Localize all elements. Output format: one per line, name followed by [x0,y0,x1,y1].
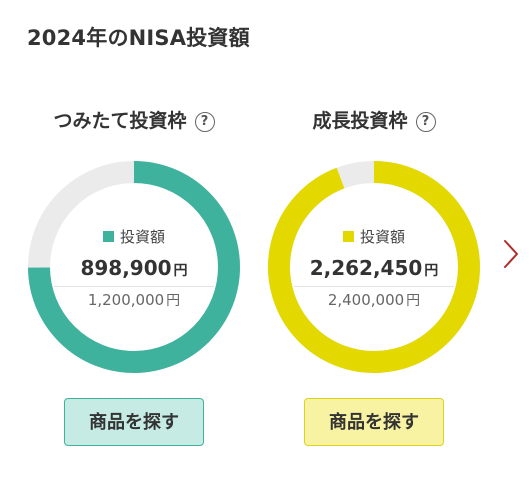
card-title: つみたて投資枠? [24,106,244,133]
legend-label: 投資額 [119,228,165,246]
legend-label: 投資額 [359,228,405,246]
donut-invested-arc [268,161,480,373]
limit-amount: 2,400,000 円 [264,290,484,310]
invested-amount-unit: 円 [173,263,188,279]
limit-amount-unit: 円 [406,293,421,309]
donut-center: 投資額 2,262,450 円 2,400,000 円 [264,157,484,377]
chevron-right-icon[interactable] [502,238,520,270]
legend-swatch [102,231,114,242]
limit-amount-value: 2,400,000 [327,291,405,309]
card-tsumitate: つみたて投資枠? 投資額 898,900 円 1,200,000 円 商品を探す [24,100,244,460]
legend-invested: 投資額 [264,226,484,247]
card-title-label: つみたて投資枠 [53,110,187,132]
donut-invested-arc [28,161,240,373]
search-products-button[interactable]: 商品を探す [64,398,204,446]
limit-amount-value: 1,200,000 [87,291,165,309]
help-icon[interactable]: ? [194,112,215,132]
card-title: 成長投資枠? [264,106,484,133]
invested-amount-value: 898,900 [80,256,172,280]
donut-chart [28,161,240,373]
search-products-button[interactable]: 商品を探す [304,398,444,446]
page-title: 2024年のNISA投資額 [27,26,250,50]
legend-swatch [342,231,354,242]
invested-amount-value: 2,262,450 [309,256,423,280]
invested-amount: 2,262,450 円 [294,256,454,287]
card-title-label: 成長投資枠 [312,110,408,132]
limit-amount-unit: 円 [166,293,181,309]
help-icon[interactable]: ? [415,112,436,132]
card-growth: 成長投資枠? 投資額 2,262,450 円 2,400,000 円 商品を探す [264,100,484,460]
donut-center: 投資額 898,900 円 1,200,000 円 [24,157,244,377]
invested-amount: 898,900 円 [54,256,214,287]
donut-chart [268,161,480,373]
invested-amount-unit: 円 [424,263,439,279]
legend-invested: 投資額 [24,226,244,247]
limit-amount: 1,200,000 円 [24,290,244,310]
